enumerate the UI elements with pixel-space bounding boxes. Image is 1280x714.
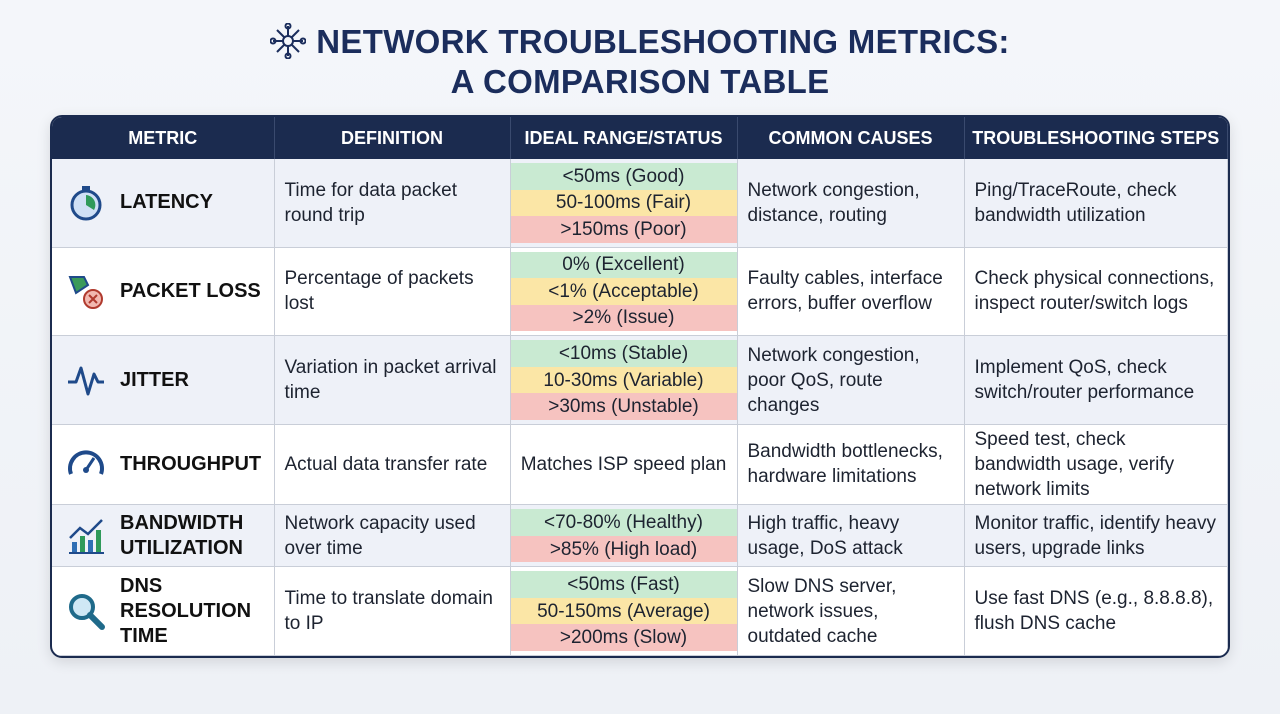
definition-cell: Percentage of packets lost [274,247,511,337]
metric-name: LATENCY [120,191,213,214]
metric-wrap: BANDWIDTH UTILIZATION [66,511,264,561]
causes-cell: Faulty cables, interface errors, buffer … [737,247,965,337]
metric-name: BANDWIDTH UTILIZATION [120,511,244,559]
range-cell: <70-80% (Healthy) >85% (High load) [510,504,738,568]
title-text: NETWORK TROUBLESHOOTING METRICS: [316,23,1010,60]
metric-cell: JITTER [52,335,275,425]
column-header: DEFINITION [274,117,511,159]
metric-icon [70,185,102,221]
range-bands: Matches ISP speed plan [511,425,737,504]
table-container: METRIC DEFINITION IDEAL RANGE/STATUS COMMON… [50,115,1230,658]
title: NETWORK TROUBLESHOOTING METRICS: A COMPA… [0,22,1280,102]
range-band: 50-100ms (Fair) [510,189,737,217]
range-band: >30ms (Unstable) [510,393,737,420]
steps-cell: Check physical connections, inspect rout… [964,247,1228,337]
metric-icon [68,366,104,396]
definition-cell: Time for data packet round trip [274,159,511,248]
range-bands: <50ms (Fast) 50-150ms (Average) >200ms (Sl… [510,567,737,655]
metric-wrap: THROUGHPUT [66,444,264,484]
range-band: <50ms (Fast) [510,571,737,598]
causes-cell: Network congestion, poor QoS, route chan… [737,335,965,425]
metric-cell: DNS RESOLUTION TIME [52,566,275,656]
range-bands: <50ms (Good) 50-100ms (Fair) >150ms (Poor) [510,159,737,247]
column-header: TROUBLESHOOTING STEPS [964,117,1228,159]
metric-wrap: LATENCY [66,183,264,223]
metric-wrap: DNS RESOLUTION TIME [66,574,264,649]
table-row: LATENCY Time for data packet round trip <5… [52,159,1228,248]
definition-cell: Time to translate domain to IP [274,566,511,656]
steps-cell: Implement QoS, check switch/router perfo… [964,335,1228,425]
metric-cell: BANDWIDTH UTILIZATION [52,504,275,568]
metric-wrap: PACKET LOSS [66,271,264,311]
range-cell: <50ms (Fast) 50-150ms (Average) >200ms (Sl… [510,566,738,656]
causes-cell: Slow DNS server, network issues, outdate… [737,566,965,656]
range-bands: <70-80% (Healthy) >85% (High load) [510,505,737,566]
steps-cell: Use fast DNS (e.g., 8.8.8.8), flush DNS … [964,566,1228,656]
metric-cell: THROUGHPUT [52,424,275,506]
causes-cell: Bandwidth bottlenecks, hardware limitati… [737,424,965,506]
metric-cell: PACKET LOSS [52,247,275,337]
range-band: 0% (Excellent) [510,251,737,279]
metric-name: JITTER [120,368,189,391]
range-band: >150ms (Poor) [510,216,737,243]
metric-wrap: JITTER [66,360,264,400]
table-row: THROUGHPUT Actual data transfer rate Match… [52,424,1228,506]
steps-cell: Ping/TraceRoute, check bandwidth utiliza… [964,159,1228,248]
header-row: METRIC DEFINITION IDEAL RANGE/STATUS COMMON… [52,117,1228,159]
range-band: >85% (High load) [510,535,737,563]
table-row: PACKET LOSS Percentage of packets lost 0% … [52,247,1228,337]
table-row: BANDWIDTH UTILIZATION Network capacity us… [52,504,1228,568]
column-header: IDEAL RANGE/STATUS [510,117,738,159]
range-cell: Matches ISP speed plan [510,424,738,506]
causes-cell: High traffic, heavy usage, DoS attack [737,504,965,568]
metric-name: DNS RESOLUTION TIME [120,574,252,647]
range-band: 10-30ms (Variable) [510,366,737,394]
definition-cell: Network capacity used over time [274,504,511,568]
metric-name: THROUGHPUT [120,452,262,475]
metric-name: PACKET LOSS [120,279,261,302]
table-body: LATENCY Time for data packet round trip <5… [52,159,1228,656]
range-band: <50ms (Good) [510,163,737,190]
range-bands: <10ms (Stable) 10-30ms (Variable) >30ms (U… [510,336,737,424]
steps-cell: Monitor traffic, identify heavy users, u… [964,504,1228,568]
range-band: <1% (Acceptable) [510,278,737,305]
range-band: >200ms (Slow) [510,624,737,652]
range-cell: <50ms (Good) 50-100ms (Fair) >150ms (Poor) [510,159,738,248]
definition-cell: Actual data transfer rate [274,424,511,506]
steps-cell: Speed test, check bandwidth usage, verif… [964,424,1228,506]
metric-icon [69,594,105,631]
metric-icon [68,450,104,476]
column-header: METRIC [52,117,275,159]
metric-cell: LATENCY [52,159,275,248]
table-row: JITTER Variation in packet arrival time <1… [52,335,1228,425]
range-band: <10ms (Stable) [510,340,737,367]
title-line: NETWORK TROUBLESHOOTING METRICS: [0,22,1280,62]
range-band: <70-80% (Healthy) [510,509,737,536]
title-line: A COMPARISON TABLE [450,63,830,100]
range-band: 50-150ms (Average) [510,597,737,625]
table: METRIC DEFINITION IDEAL RANGE/STATUS COMMON… [52,117,1228,656]
range-bands: 0% (Excellent) <1% (Acceptable) >2% (Issue… [510,248,737,336]
network-icon [269,22,307,60]
table-row: DNS RESOLUTION TIME Time to translate dom… [52,566,1228,656]
range-band: Matches ISP speed plan [520,453,727,475]
metric-icon [69,518,104,554]
range-cell: <10ms (Stable) 10-30ms (Variable) >30ms (U… [510,335,738,425]
causes-cell: Network congestion, distance, routing [737,159,965,248]
definition-cell: Variation in packet arrival time [274,335,511,425]
range-cell: 0% (Excellent) <1% (Acceptable) >2% (Issue… [510,247,738,337]
metric-icon [68,276,103,310]
column-header: COMMON CAUSES [737,117,965,159]
range-band: >2% (Issue) [510,304,737,332]
